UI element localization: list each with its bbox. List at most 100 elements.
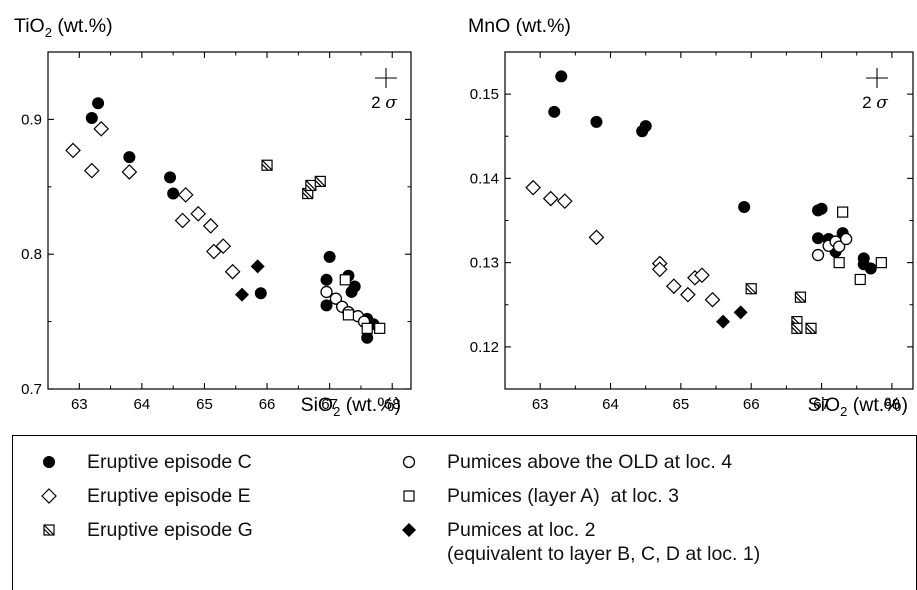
point-pumice-layer-a xyxy=(339,274,351,286)
point-episode-e xyxy=(83,162,100,179)
filled-diamond-marker-icon xyxy=(402,523,416,537)
x-tick-label: 66 xyxy=(259,396,276,413)
point-episode-e xyxy=(93,120,110,137)
tio2-panel: 63 64 65 66 67 68 0.7 0.8 0.9 TiO2 (wt.%) SiO2 (wt… xyxy=(14,15,412,419)
point-episode-e xyxy=(190,205,207,222)
point-pumice-layer-a xyxy=(854,273,866,286)
point-episode-g xyxy=(305,179,317,192)
hatched-square-marker-icon xyxy=(43,524,55,536)
point-episode-c xyxy=(864,262,877,275)
point-pumice-loc2 xyxy=(716,314,731,329)
point-episode-e xyxy=(556,193,573,209)
x-tick-label: 64 xyxy=(134,396,151,413)
error-bar-2sigma: 2 σ xyxy=(862,68,888,113)
y-axis-label: TiO2 (wt.%) xyxy=(14,15,113,40)
legend-item-e: Eruptive episode E xyxy=(41,484,251,508)
point-episode-c xyxy=(555,70,568,83)
point-episode-c xyxy=(123,151,136,164)
point-episode-c xyxy=(738,201,751,214)
point-pumice-layer-a xyxy=(875,257,887,269)
x-tick-label: 67 xyxy=(321,396,338,413)
point-pumice-layer-a xyxy=(837,206,849,218)
point-episode-c xyxy=(590,115,603,128)
y-tick-label: 0.13 xyxy=(470,255,499,272)
legend-label-a: Pumices (layer A) at loc. 3 xyxy=(447,485,679,507)
point-episode-e xyxy=(680,286,696,303)
legend: Eruptive episode C Eruptive episode E Er… xyxy=(12,435,917,590)
point-episode-e xyxy=(588,229,605,246)
x-axis-label: SiO2 (wt.%) xyxy=(808,394,908,419)
legend-item-bcd: Pumices at loc. 2 (equivalent to layer B,… xyxy=(401,518,760,566)
y-tick-label: 0.8 xyxy=(21,246,42,263)
point-pumice-loc2 xyxy=(235,287,250,302)
legend-item-g: Eruptive episode G xyxy=(41,518,253,542)
point-pumice-layer-a xyxy=(342,309,355,321)
open-diamond-marker-icon xyxy=(41,488,57,504)
point-episode-c xyxy=(345,285,358,298)
legend-label-bcd: Pumices at loc. 2 (equivalent to layer B,… xyxy=(447,519,761,565)
point-pumice-layer-a xyxy=(361,322,373,334)
point-episode-c xyxy=(85,112,98,125)
y-tick-label: 0.9 xyxy=(21,111,42,128)
legend-item-a: Pumices (layer A) at loc. 3 xyxy=(401,484,679,508)
point-episode-g xyxy=(791,322,803,334)
point-episode-c xyxy=(167,187,180,200)
point-episode-e xyxy=(525,179,541,196)
point-episode-e xyxy=(542,190,559,207)
point-episode-e xyxy=(65,142,81,159)
point-pumice-old xyxy=(840,232,853,246)
open-circle-marker-icon xyxy=(402,455,416,469)
point-pumice-layer-a xyxy=(833,257,845,269)
point-episode-e xyxy=(651,261,668,278)
point-episode-g xyxy=(302,187,314,200)
series-e xyxy=(65,120,241,280)
point-episode-e xyxy=(704,291,721,308)
x-tick-label: 66 xyxy=(743,396,760,413)
x-tick-label: 63 xyxy=(532,396,549,413)
point-episode-e xyxy=(177,187,194,203)
point-episode-g xyxy=(805,322,817,334)
point-pumice-loc2 xyxy=(733,305,748,320)
point-episode-c xyxy=(361,331,374,344)
x-tick-label: 67 xyxy=(813,396,830,413)
point-episode-e xyxy=(665,278,682,295)
point-episode-e xyxy=(215,238,232,254)
legend-item-old: Pumices above the OLD at loc. 4 xyxy=(401,450,732,474)
point-pumice-old xyxy=(811,248,825,262)
series-g xyxy=(261,159,326,200)
series-a xyxy=(833,206,887,286)
series-bcd xyxy=(716,305,748,329)
series-e xyxy=(525,179,721,308)
point-episode-e xyxy=(121,164,138,180)
point-episode-c xyxy=(639,120,652,133)
legend-label-c: Eruptive episode C xyxy=(87,451,252,473)
point-episode-g xyxy=(314,175,326,188)
series-old xyxy=(320,285,371,328)
x-tick-label: 65 xyxy=(673,396,690,413)
point-episode-e xyxy=(694,267,710,284)
series-bcd xyxy=(235,259,265,302)
plot-frame xyxy=(47,51,412,390)
y-tick-label: 0.15 xyxy=(470,86,499,103)
point-episode-e xyxy=(202,218,219,234)
point-episode-g xyxy=(745,283,757,295)
error-bar-2sigma: 2 σ xyxy=(371,68,397,113)
series-c xyxy=(85,97,380,344)
point-episode-c xyxy=(812,232,825,245)
x-axis-label: SiO2 (wt.%) xyxy=(301,394,401,419)
point-episode-c xyxy=(320,299,333,312)
y-tick-label: 0.7 xyxy=(21,381,42,398)
y-axis-label: MnO (wt.%) xyxy=(468,15,571,37)
legend-item-c: Eruptive episode C xyxy=(41,450,252,474)
point-episode-e xyxy=(224,263,241,280)
point-pumice-old xyxy=(329,292,343,305)
series-a xyxy=(339,274,386,334)
y-tick-label: 0.14 xyxy=(470,170,499,187)
point-episode-c xyxy=(323,250,336,263)
point-pumice-old xyxy=(320,285,333,299)
error-bar-label: 2 σ xyxy=(371,93,397,113)
point-episode-e xyxy=(174,212,191,229)
legend-label-g: Eruptive episode G xyxy=(87,519,253,541)
x-tick-label: 65 xyxy=(196,396,213,413)
point-episode-c xyxy=(92,97,105,110)
